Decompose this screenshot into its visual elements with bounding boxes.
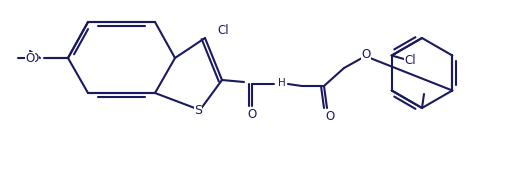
Text: H: H <box>278 78 286 88</box>
Text: O: O <box>30 51 39 64</box>
Text: O: O <box>325 109 334 122</box>
Text: Cl: Cl <box>404 54 415 67</box>
Text: O: O <box>247 108 257 121</box>
Text: O: O <box>25 51 35 64</box>
Text: O: O <box>361 49 371 62</box>
Text: Cl: Cl <box>217 23 229 36</box>
Text: S: S <box>194 104 202 117</box>
